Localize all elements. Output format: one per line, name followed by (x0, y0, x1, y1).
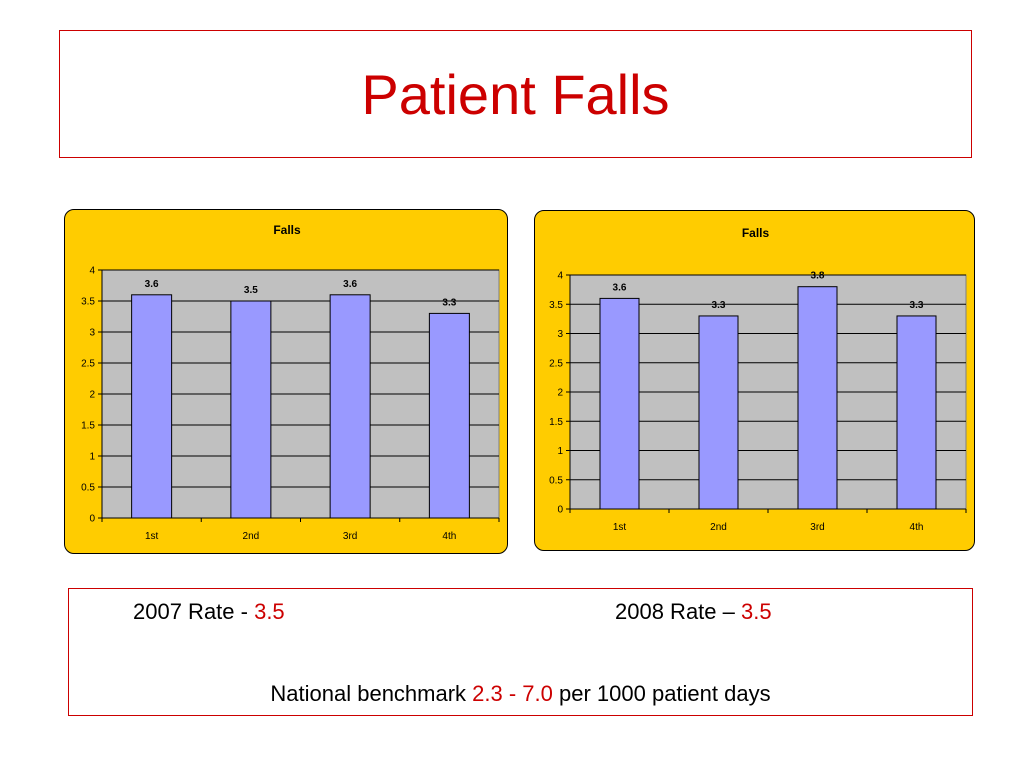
bar-2nd (230, 300, 272, 519)
bar-2nd (698, 315, 739, 510)
rate-2008-label: 2008 Rate – (615, 599, 741, 624)
benchmark-range: 2.3 - 7.0 (472, 681, 553, 706)
data-label: 3.8 (811, 271, 825, 282)
rate-2007-value: 3.5 (254, 599, 285, 624)
y-tick-label: 1 (557, 446, 563, 457)
falls-chart-right: Falls 0 0.5 1 1.5 2 2.5 3 3.5 4 3.6 1st 3.3 2nd 3.8 3rd… (534, 210, 975, 551)
bar-1st (131, 294, 173, 519)
bar-4th (896, 315, 937, 510)
chart-svg: Falls 0 0.5 1 1.5 2 2.5 3 3.5 4 3.6 1st 3.3 2nd 3.8 3rd… (549, 226, 967, 533)
x-tick-label: 2nd (710, 522, 727, 533)
summary-box: 2007 Rate - 3.5 2008 Rate – 3.5 National… (68, 588, 973, 716)
y-tick-label: 1.5 (549, 417, 563, 428)
x-tick-label: 1st (613, 522, 627, 533)
rate-2008: 2008 Rate – 3.5 (615, 599, 772, 625)
x-tick-label: 3rd (810, 522, 824, 533)
y-tick-label: 4 (557, 271, 563, 282)
x-tick-label: 4th (442, 531, 456, 542)
y-tick-label: 0.5 (81, 483, 95, 494)
data-label: 3.6 (145, 279, 159, 290)
rate-2007-label: 2007 Rate - (133, 599, 255, 624)
y-tick-label: 2.5 (549, 358, 563, 369)
y-tick-label: 2.5 (81, 359, 95, 370)
data-label: 3.6 (343, 279, 357, 290)
bar-3rd (329, 294, 371, 519)
y-tick-label: 3.5 (81, 297, 95, 308)
slide-title: Patient Falls (361, 62, 670, 126)
x-tick-label: 1st (145, 531, 159, 542)
x-tick-label: 2nd (243, 531, 260, 542)
x-tick-label: 3rd (343, 531, 357, 542)
data-label: 3.3 (712, 300, 726, 311)
x-tick-label: 4th (910, 522, 924, 533)
y-tick-label: 4 (89, 266, 95, 277)
benchmark-unit: per 1000 patient days (552, 681, 771, 706)
y-tick-label: 0 (89, 514, 95, 525)
y-tick-label: 3.5 (549, 300, 563, 311)
y-tick-label: 2 (89, 390, 95, 401)
rate-2007: 2007 Rate - 3.5 (133, 599, 285, 625)
data-label: 3.3 (442, 297, 456, 308)
y-tick-label: 1 (89, 452, 95, 463)
y-tick-label: 1.5 (81, 421, 95, 432)
chart-title: Falls (273, 223, 301, 237)
benchmark-label: National benchmark (270, 681, 473, 706)
bar-4th (428, 312, 470, 519)
y-tick-label: 0 (557, 505, 563, 516)
title-box: Patient Falls (59, 30, 972, 158)
falls-chart-left: Falls 0 0.5 1 1.5 2 2.5 3 3.5 4 3.6 1st 3.5 2nd 3.6 3rd… (64, 209, 508, 554)
y-tick-label: 3 (89, 328, 95, 339)
rate-2008-value: 3.5 (740, 599, 772, 624)
data-label: 3.5 (244, 285, 258, 296)
bar-3rd (797, 286, 838, 510)
y-tick-label: 3 (557, 329, 563, 340)
data-label: 3.3 (910, 300, 924, 311)
data-label: 3.6 (613, 282, 627, 293)
chart-title: Falls (742, 226, 770, 240)
y-tick-label: 0.5 (549, 475, 563, 486)
y-tick-label: 2 (557, 388, 563, 399)
national-benchmark: National benchmark 2.3 - 7.0 per 1000 pa… (69, 681, 972, 707)
bar-1st (599, 297, 640, 510)
chart-svg: Falls 0 0.5 1 1.5 2 2.5 3 3.5 4 3.6 1st 3.5 2nd 3.6 3rd… (81, 223, 500, 542)
